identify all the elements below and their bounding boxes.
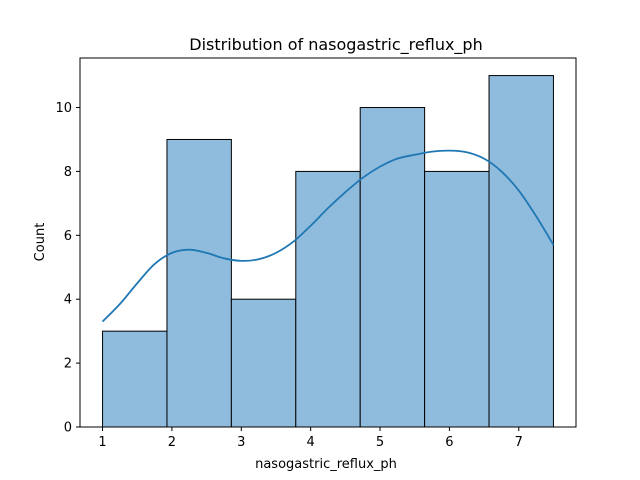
x-tick-label-7: 7: [515, 435, 523, 450]
y-tick-label-0: 0: [64, 421, 72, 436]
histogram-bar-2: [166, 138, 232, 428]
x-tick-label-4: 4: [307, 435, 315, 450]
y-tick-label-2: 2: [64, 357, 72, 372]
bars-layer: [102, 75, 554, 428]
x-tick-label-1: 1: [98, 435, 106, 450]
y-tick-label-6: 6: [64, 229, 72, 244]
kde-line: [101, 149, 555, 323]
histogram-bar-7: [488, 75, 554, 428]
y-tick-label-10: 10: [55, 101, 72, 116]
histogram-bar-3: [230, 298, 297, 428]
x-tick-label-3: 3: [237, 435, 245, 450]
x-tick-label-5: 5: [376, 435, 384, 450]
y-axis-label: Count: [33, 223, 48, 262]
plot-frame: [79, 57, 577, 428]
axes-layer: 1 2 3 4 5 6 7 0 2 4 6 8 10: [55, 57, 577, 450]
y-tick-label-4: 4: [64, 293, 72, 308]
histogram-bar-1: [102, 330, 168, 428]
kde-layer: [101, 149, 555, 323]
x-tick-label-2: 2: [168, 435, 176, 450]
y-tick-label-8: 8: [64, 165, 72, 180]
histogram-bar-6: [424, 170, 490, 428]
histogram-bar-4: [295, 170, 361, 428]
x-axis-label: nasogastric_reflux_ph: [255, 457, 397, 472]
x-tick-label-6: 6: [445, 435, 453, 450]
chart-title: Distribution of nasogastric_reflux_ph: [189, 35, 482, 55]
